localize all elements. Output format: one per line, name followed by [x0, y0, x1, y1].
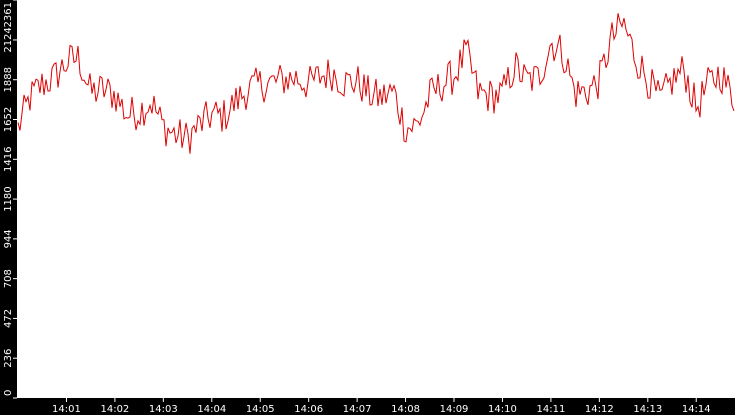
x-tick-label: 14:05: [246, 404, 275, 415]
y-tick-label: 1180: [3, 186, 14, 211]
y-tick-label: 708: [3, 269, 14, 288]
y-axis-bar: [0, 0, 17, 415]
y-tick-label: 472: [3, 309, 14, 328]
y-tick-label: 1652: [3, 107, 14, 132]
x-tick-label: 14:04: [197, 404, 226, 415]
x-tick-label: 14:03: [149, 404, 178, 415]
x-tick-label: 14:10: [488, 404, 517, 415]
x-tick-label: 14:07: [343, 404, 372, 415]
x-tick-label: 14:12: [585, 404, 614, 415]
x-axis-ticks: 14:01 14:02 14:03 14:04 14:05 14:06 14:07 14:08…: [52, 398, 711, 415]
y-tick-label: 1416: [3, 147, 14, 172]
x-tick-label: 14:06: [294, 404, 323, 415]
y-tick-label: 236: [3, 349, 14, 368]
x-tick-label: 14:08: [391, 404, 420, 415]
x-tick-label: 14:02: [100, 404, 129, 415]
y-tick-label: 0: [3, 390, 14, 396]
x-tick-label: 14:01: [52, 404, 81, 415]
y-tick-label: 2361: [3, 2, 14, 27]
x-tick-label: 14:11: [536, 404, 565, 415]
series-line: [17, 13, 735, 154]
x-tick-label: 14:09: [440, 404, 469, 415]
x-axis-bar: [0, 398, 735, 415]
y-tick-label: 944: [3, 229, 14, 248]
y-tick-label: 1888: [3, 67, 14, 92]
y-tick-label: 2124: [3, 27, 14, 52]
x-tick-label: 14:13: [633, 404, 662, 415]
x-tick-label: 14:14: [682, 404, 711, 415]
